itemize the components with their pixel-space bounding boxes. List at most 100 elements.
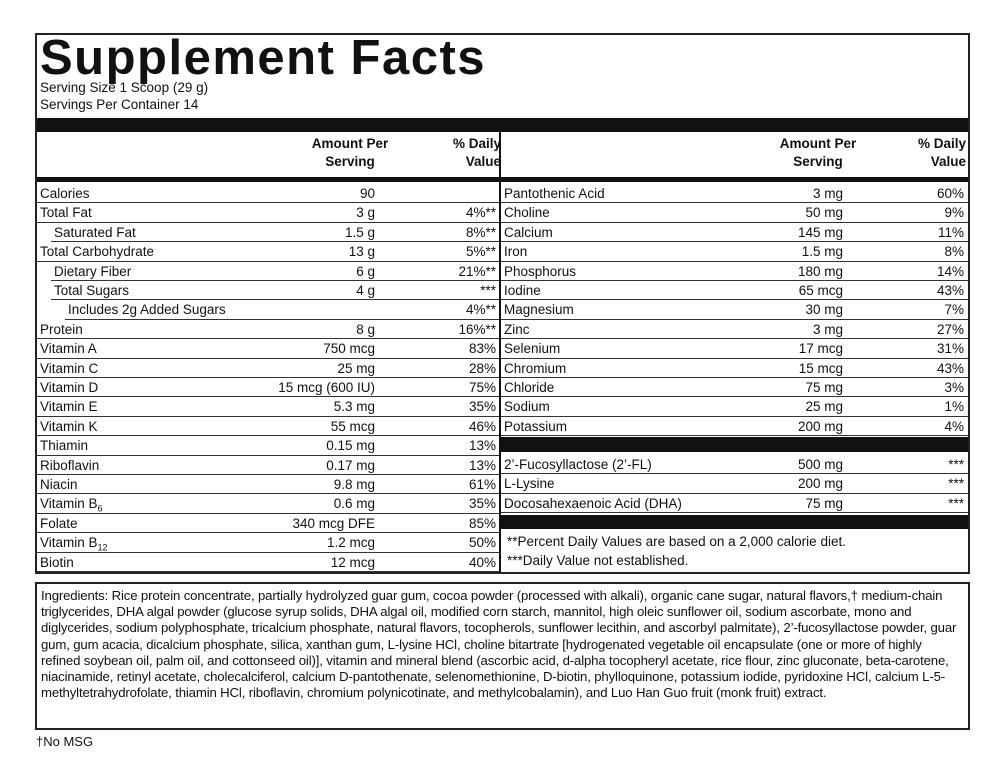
nutrient-name: Riboflavin — [40, 457, 100, 473]
amount: 3 mg — [812, 321, 843, 337]
nutrient-name: Choline — [504, 205, 550, 221]
daily-value: 50% — [468, 535, 496, 551]
nutrient-name: Iron — [504, 244, 528, 260]
row-rule — [37, 532, 499, 534]
amount: 750 mcg — [323, 341, 375, 357]
daily-value: 1% — [944, 399, 964, 415]
row-rule — [37, 260, 499, 262]
nutrient-name: Sodium — [504, 399, 550, 415]
row-rule — [37, 493, 499, 495]
nutrient-name: Iodine — [504, 283, 541, 298]
column-header: % Daily Value — [452, 136, 501, 169]
nutrient-name: Vitamin E — [40, 399, 98, 415]
nutrient-name: 2’-Fucosyllactose (2’-FL) — [504, 457, 652, 472]
daily-value: 28% — [468, 360, 496, 376]
column-header: Amount Per Serving — [311, 136, 389, 169]
row-rule — [501, 473, 968, 475]
nutrient-name: Calcium — [504, 224, 553, 240]
daily-value: 60% — [936, 186, 964, 201]
daily-value: 13% — [468, 457, 496, 473]
row-rule — [501, 377, 968, 378]
nutrient-name: L-Lysine — [504, 476, 555, 492]
daily-value: 3% — [944, 380, 964, 395]
amount: 90 — [359, 186, 375, 201]
amount: 1.5 mg — [801, 244, 843, 260]
daily-value: 7% — [944, 302, 964, 318]
daily-value: 27% — [936, 321, 964, 337]
amount: 1.2 mcg — [326, 535, 375, 551]
row-rule — [501, 299, 968, 301]
row-rule — [37, 377, 499, 378]
nutrient-name: Chromium — [504, 360, 567, 376]
nutrient-name: Saturated Fat — [54, 224, 136, 240]
amount: 200 mg — [797, 476, 843, 492]
daily-value: 85% — [468, 515, 496, 531]
nutrient-name: Docosahexaenoic Acid (DHA) — [504, 495, 682, 511]
row-rule — [501, 338, 968, 340]
amount: 75 mg — [805, 380, 843, 395]
daily-value: 14% — [936, 263, 964, 279]
row-rule — [501, 318, 968, 320]
daily-value: 4%** — [465, 302, 496, 318]
row-rule — [501, 221, 968, 223]
amount: 25 mg — [337, 360, 375, 376]
nutrient-name: Vitamin C — [40, 360, 99, 376]
row-rule — [37, 221, 499, 223]
nutrient-name: Chloride — [504, 380, 555, 395]
daily-value: 35% — [468, 496, 496, 512]
daily-value: *** — [948, 457, 964, 472]
nutrient-name: Total Sugars — [54, 283, 130, 298]
daily-value: 13% — [468, 438, 496, 454]
amount: 145 mg — [797, 224, 843, 240]
footnote: ***Daily Value not established. — [507, 553, 689, 568]
daily-value: *** — [480, 283, 496, 298]
amount: 25 mg — [805, 399, 843, 415]
nutrient-name: Vitamin K — [40, 418, 98, 434]
amount: 13 g — [348, 244, 375, 260]
row-rule — [37, 202, 499, 204]
nutrient-name: Magnesium — [504, 302, 574, 318]
nutrient-name: Pantothenic Acid — [504, 186, 605, 201]
nutrient-name: Vitamin B6 — [40, 496, 103, 515]
amount: 15 mcg — [798, 360, 843, 376]
nutrient-name: Biotin — [40, 554, 74, 570]
daily-value: 4%** — [465, 205, 496, 221]
row-rule — [37, 512, 499, 514]
nutrient-name: Includes 2g Added Sugars — [68, 302, 226, 318]
servings-per-container: Servings Per Container 14 — [40, 97, 199, 112]
row-rule — [501, 241, 968, 243]
daily-value: 43% — [936, 360, 964, 376]
amount: 1.5 g — [344, 224, 375, 240]
row-rule — [51, 241, 499, 243]
daily-value: 75% — [468, 380, 496, 395]
subscript: 12 — [97, 542, 108, 553]
nutrient-name: Niacin — [40, 477, 78, 492]
amount: 15 mcg (600 IU) — [278, 380, 375, 395]
nutrient-name: Zinc — [504, 321, 530, 337]
row-rule — [51, 299, 499, 301]
row-rule — [51, 280, 499, 281]
amount: 0.17 mg — [326, 457, 375, 473]
daily-value: 31% — [936, 341, 964, 357]
row-rule — [501, 202, 968, 204]
daily-value: 4% — [944, 418, 964, 434]
footnote: †No MSG — [36, 734, 94, 749]
amount: 8 g — [356, 321, 375, 337]
row-rule — [37, 415, 499, 417]
facts-box — [35, 33, 970, 574]
nutrient-name: Selenium — [504, 341, 561, 357]
nutrient-name: Folate — [40, 515, 78, 531]
row-rule — [501, 492, 968, 494]
row-rule — [501, 357, 968, 359]
row-rule — [501, 512, 968, 514]
row-rule — [501, 396, 968, 398]
amount: 9.8 mg — [333, 477, 375, 492]
daily-value: 61% — [468, 477, 496, 492]
nutrient-name: Vitamin D — [40, 380, 99, 395]
section-bar — [501, 515, 968, 529]
daily-value: 40% — [468, 554, 496, 570]
row-rule — [501, 415, 968, 417]
column-divider — [499, 132, 501, 572]
row-rule — [501, 260, 968, 262]
